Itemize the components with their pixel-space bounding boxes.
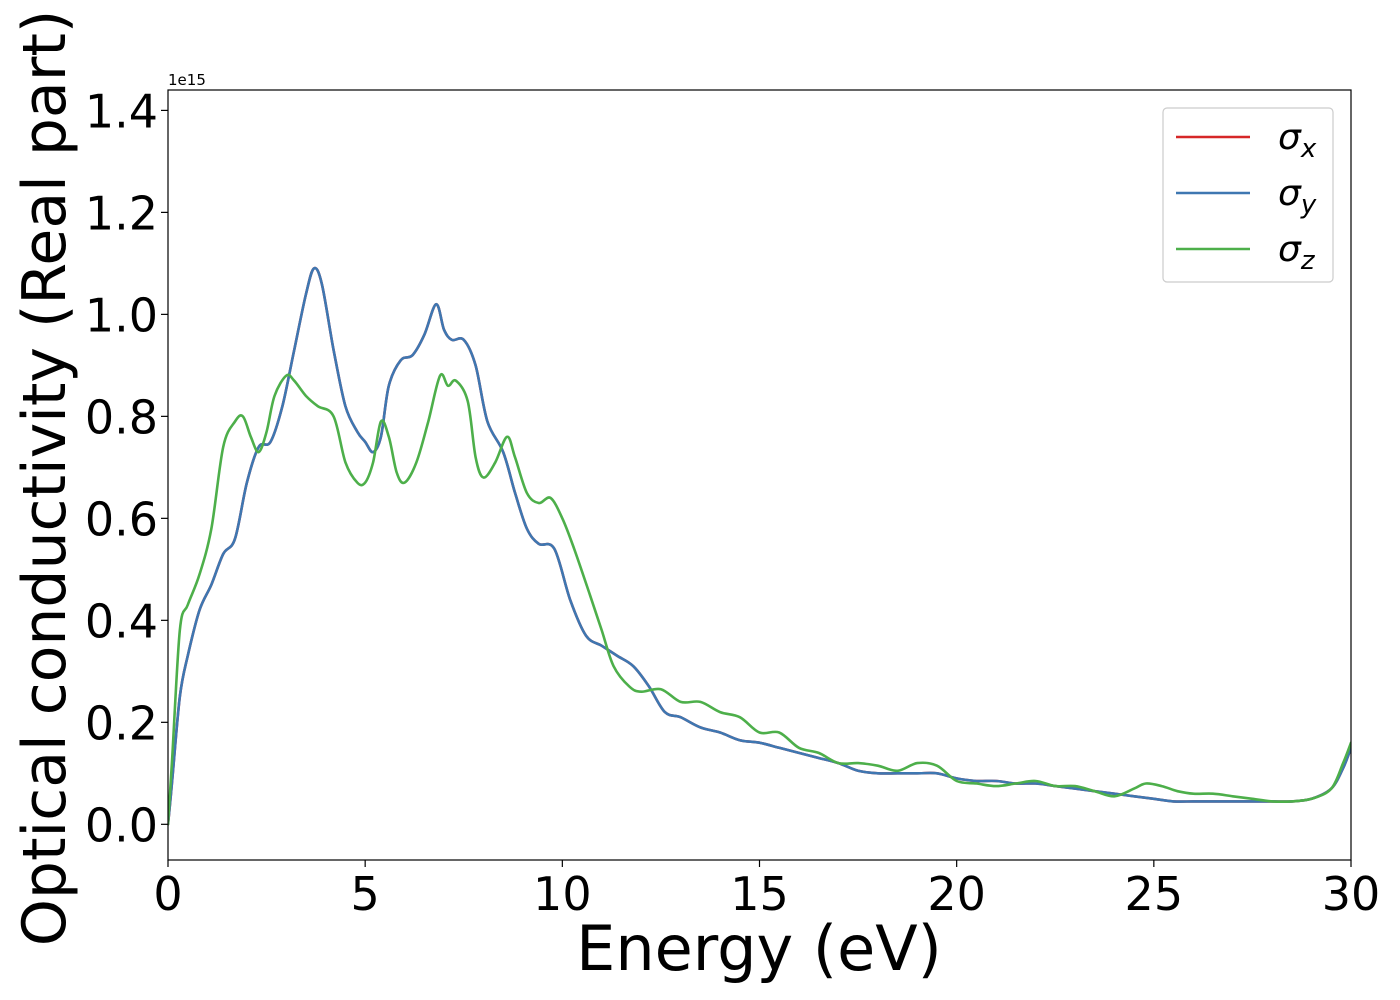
y-tick-label: 1.2 [85,186,158,240]
legend-box [1162,107,1334,283]
y-tick-label: 1.4 [85,84,158,138]
x-tick-label: 0 [153,867,182,921]
x-tick-label: 25 [1125,867,1184,921]
x-tick-label: 30 [1322,867,1381,921]
y-tick-label: 1.0 [85,288,158,342]
legend-label-y: σy [1278,173,1317,220]
legend-label-z: σz [1278,229,1316,276]
series-layer [168,266,1351,826]
x-tick-label: 15 [730,867,789,921]
y-tick-label: 0.6 [85,492,158,546]
y-tick-label: 0.8 [85,390,158,444]
legend: σx σy σz [1162,107,1334,283]
y-tick-label: 0.0 [85,798,158,852]
y-tick-label: 0.2 [85,696,158,750]
x-axis-label: Energy (eV) [576,912,942,985]
y-axis-ticks: 0.0 0.2 0.4 0.6 0.8 1.0 1.2 1.4 [85,84,168,852]
y-tick-label: 0.4 [85,594,158,648]
y-axis-label: Optical conductivity (Real part) [10,10,80,947]
x-tick-label: 20 [927,867,986,921]
series-line-z [168,372,1351,826]
legend-label-x: σx [1278,117,1317,164]
x-tick-label: 10 [533,867,592,921]
x-axis-ticks: 0 5 10 15 20 25 30 [153,860,1380,921]
x-tick-label: 5 [351,867,380,921]
legend-entries: σx σy σz [1176,117,1317,276]
y-offset-label: 1e15 [168,71,206,89]
